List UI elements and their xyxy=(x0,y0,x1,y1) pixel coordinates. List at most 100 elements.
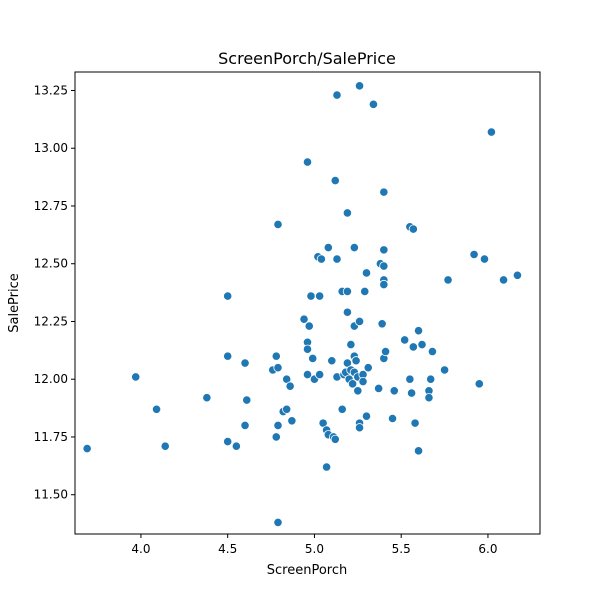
scatter-point xyxy=(315,370,325,380)
scatter-points xyxy=(82,81,523,528)
scatter-point xyxy=(304,321,314,331)
y-tick-label: 12.00 xyxy=(34,372,68,386)
scatter-point xyxy=(285,381,295,391)
scatter-point xyxy=(306,291,316,301)
y-tick-label: 12.75 xyxy=(34,199,68,213)
scatter-point xyxy=(479,254,490,264)
scatter-point xyxy=(321,462,332,472)
x-tick-label: 5.5 xyxy=(392,542,411,556)
y-tick-label: 12.50 xyxy=(34,257,68,271)
scatter-point xyxy=(273,219,283,230)
scatter-point xyxy=(439,365,450,375)
scatter-point xyxy=(410,418,420,428)
scatter-point xyxy=(427,346,438,357)
scatter-point xyxy=(377,319,387,329)
y-tick-label: 11.75 xyxy=(34,430,68,444)
scatter-point xyxy=(360,286,370,297)
scatter-point xyxy=(349,242,359,253)
scatter-point xyxy=(387,413,398,424)
scatter-point xyxy=(379,245,389,255)
scatter-point xyxy=(417,339,427,350)
scatter-point xyxy=(302,344,313,354)
scatter-point xyxy=(486,127,497,137)
y-tick-label: 11.50 xyxy=(34,488,68,502)
scatter-point xyxy=(337,404,347,414)
scatter-point xyxy=(223,436,233,447)
x-tick-label: 4.0 xyxy=(131,542,150,556)
scatter-point xyxy=(354,316,365,327)
x-axis-label: ScreenPorch xyxy=(267,563,347,578)
scatter-point xyxy=(332,90,342,100)
scatter-point xyxy=(361,268,372,278)
scatter-point xyxy=(342,208,353,218)
scatter-point xyxy=(469,249,479,260)
scatter-point xyxy=(368,99,379,109)
y-tick-label: 12.25 xyxy=(34,314,68,328)
scatter-point xyxy=(354,81,365,91)
scatter-point xyxy=(424,393,434,403)
scatter-point xyxy=(443,275,453,285)
scatter-point xyxy=(273,517,283,528)
scatter-point xyxy=(498,275,509,285)
scatter-point xyxy=(379,187,389,197)
y-tick-label: 13.00 xyxy=(34,141,68,155)
scatter-point xyxy=(413,326,424,336)
scatter-point xyxy=(302,370,313,380)
scatter-point xyxy=(287,416,297,426)
scatter-point xyxy=(361,411,372,421)
scatter-point xyxy=(323,242,333,253)
scatter-point xyxy=(342,286,353,297)
scatter-point xyxy=(308,353,318,364)
scatter-point xyxy=(240,358,250,368)
scatter-point xyxy=(131,372,141,382)
scatter-point xyxy=(353,386,363,396)
scatter-point xyxy=(316,254,326,264)
scatter-point xyxy=(271,432,281,442)
scatter-point xyxy=(408,342,418,352)
scatter-point xyxy=(242,395,252,405)
scatter-point xyxy=(379,279,389,290)
scatter-point xyxy=(405,374,415,384)
chart-title: ScreenPorch/SalePrice xyxy=(218,49,396,68)
scatter-point xyxy=(342,307,353,317)
x-axis-ticks: 4.0 4.5 5.0 5.5 6.0 xyxy=(131,534,497,556)
scatter-point xyxy=(327,356,337,366)
scatter-point xyxy=(400,335,410,345)
scatter-point xyxy=(282,404,292,414)
scatter-point xyxy=(273,420,283,431)
scatter-point xyxy=(379,261,389,271)
scatter-point xyxy=(330,434,340,444)
x-tick-label: 6.0 xyxy=(478,542,497,556)
scatter-point xyxy=(202,393,212,403)
scatter-point xyxy=(354,423,365,433)
scatter-point xyxy=(330,175,340,186)
scatter-point xyxy=(389,386,399,396)
plot-area-frame xyxy=(74,71,541,535)
scatter-point xyxy=(407,388,417,398)
scatter-point xyxy=(351,356,361,366)
scatter-point xyxy=(273,363,283,373)
x-tick-label: 5.0 xyxy=(305,542,324,556)
x-tick-label: 4.5 xyxy=(218,542,237,556)
scatter-point xyxy=(380,346,391,357)
scatter-point xyxy=(223,291,233,301)
scatter-point xyxy=(315,291,325,301)
scatter-point xyxy=(160,441,170,451)
scatter-point xyxy=(332,254,342,264)
scatter-point xyxy=(302,157,313,167)
scatter-point xyxy=(474,379,484,389)
scatter-point xyxy=(413,446,424,456)
scatter-point xyxy=(374,383,384,394)
scatter-point xyxy=(223,351,233,361)
scatter-point xyxy=(271,351,281,361)
scatter-point xyxy=(82,443,92,454)
scatter-point xyxy=(346,339,356,350)
y-tick-label: 13.25 xyxy=(34,83,68,97)
scatter-point xyxy=(363,363,373,373)
scatter-point xyxy=(240,420,250,431)
scatter-point xyxy=(408,224,418,234)
scatter-point xyxy=(151,404,162,414)
scatter-point xyxy=(358,376,368,387)
scatter-point xyxy=(512,270,523,280)
